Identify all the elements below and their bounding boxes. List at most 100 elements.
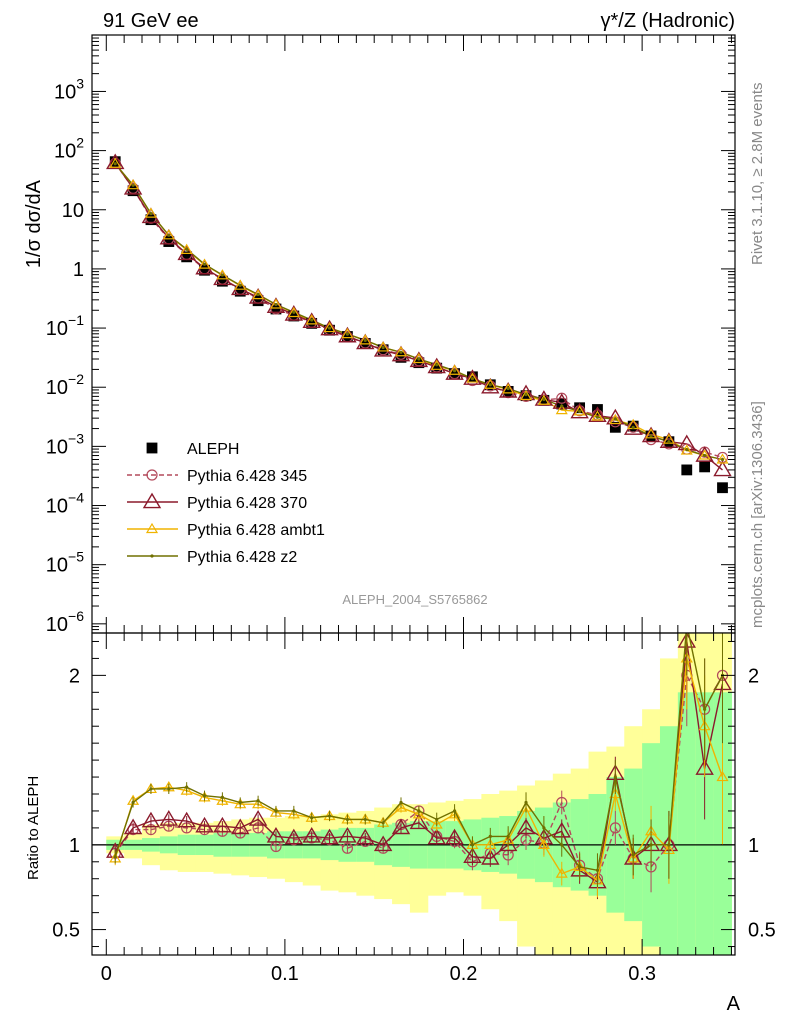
ambt1-point xyxy=(591,410,604,421)
p370-point xyxy=(641,426,661,443)
p370-point xyxy=(534,390,554,406)
main-ytick-label: 10−1 xyxy=(46,312,84,340)
z2-point xyxy=(470,843,475,847)
ambt1-point xyxy=(430,818,443,829)
z2-point xyxy=(202,794,207,798)
p370-point xyxy=(123,818,143,835)
p370-point xyxy=(391,818,411,835)
p345-point xyxy=(484,380,496,392)
ratio-ytick-label: 1 xyxy=(69,835,80,857)
z2-point xyxy=(381,345,385,350)
ambt1-point xyxy=(698,449,711,460)
p345-line xyxy=(114,162,723,459)
ambt1-point xyxy=(234,279,247,290)
ambt1-line xyxy=(114,163,723,461)
z2-point xyxy=(417,357,421,361)
ambt1-point xyxy=(377,341,390,352)
p370-point xyxy=(409,813,429,830)
z2-point xyxy=(488,383,492,387)
z2-point xyxy=(238,283,242,287)
p370-point xyxy=(142,492,162,509)
ambt1-point xyxy=(145,522,159,534)
p370-point xyxy=(231,818,250,835)
z2-point xyxy=(595,415,600,419)
p345-point xyxy=(609,822,621,834)
data-point xyxy=(146,442,158,454)
legend-item-data: ALEPH xyxy=(146,441,239,458)
z2-point xyxy=(256,292,260,297)
ambt1-point xyxy=(484,838,497,849)
legend-label: Pythia 6.428 370 xyxy=(187,495,307,512)
ambt1-point xyxy=(216,269,229,280)
data-point xyxy=(574,402,586,414)
main-series xyxy=(105,153,732,494)
data-point xyxy=(163,236,175,247)
z2-point xyxy=(542,397,546,402)
ambt1-point xyxy=(394,801,408,812)
z2-point xyxy=(310,816,314,820)
data-point xyxy=(109,156,121,168)
p370-point xyxy=(105,153,125,170)
ratio-ytick-label: 2 xyxy=(69,665,80,687)
z2-point xyxy=(167,787,171,791)
z2-point xyxy=(131,183,135,187)
p370-point xyxy=(338,826,357,843)
z2-point xyxy=(685,448,689,452)
ambt1-point xyxy=(180,243,193,254)
z2-point xyxy=(703,453,707,458)
p345-point xyxy=(466,374,479,387)
ambt1-point xyxy=(519,389,533,401)
ambt1-point xyxy=(287,306,300,318)
z2-point xyxy=(202,262,207,266)
ambt1-point xyxy=(609,413,622,425)
ambt1-point xyxy=(127,179,140,190)
rivet-label: Rivet 3.1.10, ≥ 2.8M events xyxy=(749,83,766,266)
z2-point xyxy=(667,843,671,847)
band-green xyxy=(695,692,715,955)
p370-point xyxy=(516,818,536,835)
z2-point xyxy=(649,843,653,847)
p370-point xyxy=(588,406,607,423)
data-point xyxy=(395,351,407,363)
legend-item-z2: Pythia 6.428 z2 xyxy=(127,549,297,566)
ambt1-point xyxy=(448,808,461,819)
z2-point xyxy=(703,707,707,711)
p370-point xyxy=(427,828,446,845)
main-panel: 10−6 10−5 10−4 10−3 10−2 10−1 1 10 102 103 xyxy=(46,34,736,636)
z2-point xyxy=(631,853,635,857)
p370-point xyxy=(141,811,161,828)
ambt1-point xyxy=(305,314,318,325)
ambt1-point xyxy=(234,797,247,809)
ambt1-point xyxy=(716,770,729,782)
ambt1-point xyxy=(180,784,193,795)
ambt1-point xyxy=(502,383,515,394)
z2-point xyxy=(220,273,224,277)
z2-point xyxy=(238,800,242,805)
p370-point xyxy=(248,810,268,826)
z2-point xyxy=(685,623,688,626)
ambt1-point xyxy=(412,808,425,819)
ambt1-point xyxy=(484,378,497,389)
main-ytick-label: 10−6 xyxy=(46,608,84,636)
z2-point xyxy=(435,363,439,367)
main-ylabel: 1/σ dσ/dA xyxy=(23,179,45,268)
z2-point xyxy=(327,326,332,330)
data-point xyxy=(717,482,728,494)
header-left: 91 GeV ee xyxy=(103,10,199,32)
z2-point xyxy=(470,376,475,381)
main-ytick-label: 1 xyxy=(73,259,84,281)
z2-point xyxy=(292,809,296,813)
z2-point xyxy=(149,212,153,216)
legend: ALEPH Pythia 6.428 345 Pythia 6.428 370 Pyt… xyxy=(127,441,325,566)
z2-point xyxy=(399,800,403,805)
z2-point xyxy=(578,409,582,414)
ambt1-point xyxy=(198,258,211,269)
data-point xyxy=(127,185,139,197)
data-point xyxy=(324,324,335,336)
mcplots-label: mcplots.cern.ch [arXiv:1306.3436] xyxy=(749,401,766,628)
p345-point xyxy=(609,416,621,428)
band-green xyxy=(677,692,697,955)
p370-point xyxy=(284,305,304,321)
ambt1-point xyxy=(341,327,354,339)
